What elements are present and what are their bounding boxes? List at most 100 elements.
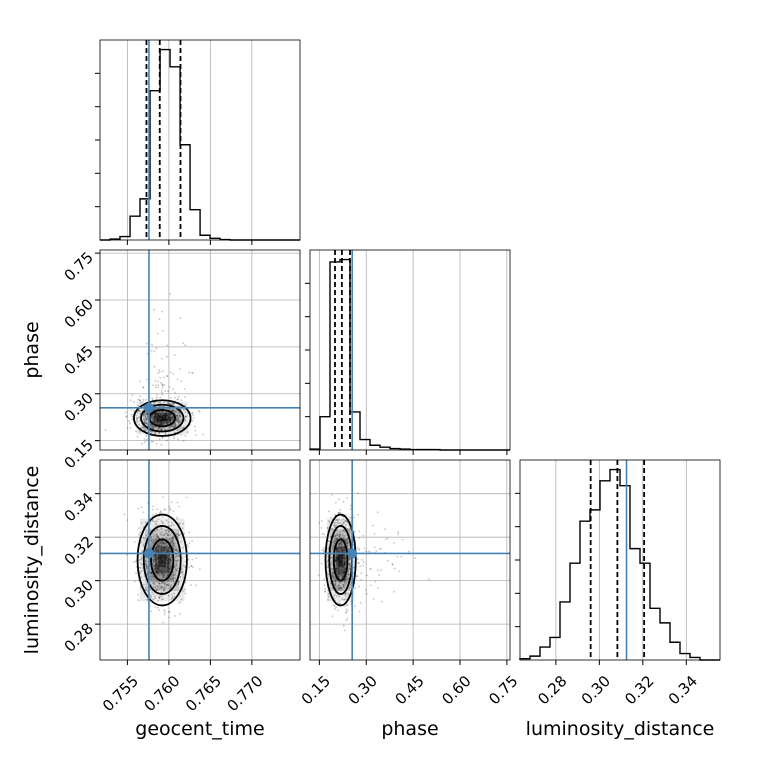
scatter-point [136,435,139,438]
scatter-point [175,570,177,572]
scatter-point [342,563,345,566]
scatter-point [180,399,183,402]
scatter-point [125,411,127,414]
scatter-point [337,543,340,546]
scatter-point [157,570,160,572]
scatter-point [374,580,377,583]
scatter-point [339,568,342,571]
scatter-point [159,541,162,544]
scatter-point [161,598,163,601]
scatter-point [144,412,147,414]
scatter-point [151,397,154,400]
scatter-point [154,554,157,557]
scatter-point [344,580,347,583]
scatter-point [188,371,190,374]
scatter-point [140,576,143,579]
scatter-point [149,594,152,596]
scatter-point [162,410,165,413]
truth-marker [143,548,154,559]
scatter-point [160,428,163,431]
scatter-point [161,561,163,564]
scatter-point [176,398,179,401]
scatter-point [156,566,159,569]
scatter-point [145,534,147,537]
scatter-point [335,524,338,527]
scatter-point [344,561,347,564]
scatter-point [162,574,165,577]
scatter-point [161,419,164,422]
panel-frame [99,249,301,451]
scatter-point [321,533,324,535]
scatter-point [157,413,160,416]
scatter-point [338,571,340,574]
scatter-point [339,560,341,563]
scatter-point [156,420,158,422]
scatter-point [165,420,168,423]
scatter-point [169,558,172,561]
scatter-point [142,426,145,429]
scatter-point [338,572,341,575]
scatter-point [338,595,341,598]
scatter-point [326,526,329,529]
scatter-point [192,372,194,374]
scatter-point [161,534,164,536]
scatter-point [353,531,356,533]
scatter-point [157,418,160,420]
scatter-point [173,544,176,547]
scatter-point [191,540,194,542]
scatter-point [157,372,159,375]
scatter-point [143,421,146,424]
scatter-point [160,423,163,425]
scatter-point [172,388,174,390]
scatter-point [331,493,334,496]
scatter-point [336,548,338,551]
scatter-point [156,528,159,531]
scatter-point [163,558,166,561]
scatter-point [343,564,346,567]
scatter-point [163,420,165,423]
y-tick-label-phase: 0.30 [61,389,97,425]
scatter-point [184,581,187,584]
scatter-point [166,421,168,424]
scatter-point [153,433,156,435]
truth-marker [143,402,154,413]
scatter-point [157,544,160,547]
scatter-point [153,416,155,418]
scatter-point [341,519,343,522]
scatter-point [340,560,343,563]
scatter-point [157,413,160,416]
scatter-point [145,429,148,432]
scatter-point [337,550,340,553]
scatter-point [346,544,349,546]
scatter-point [332,572,335,575]
scatter-point [156,412,159,415]
scatter-point [167,534,169,536]
scatter-point [345,559,347,561]
scatter-point [163,534,166,537]
scatter-point [332,576,334,579]
scatter-point [173,548,176,551]
scatter-point [178,411,180,414]
scatter-point [143,583,146,586]
scatter-point [362,534,365,537]
scatter-point [332,540,335,543]
scatter-point [341,523,343,526]
scatter-point [152,427,155,430]
scatter-point [158,582,161,585]
scatter-point [173,550,176,552]
scatter-point [137,398,139,401]
scatter-point [345,608,348,611]
scatter-point [343,557,345,560]
scatter-point [173,543,176,546]
scatter-point [332,595,335,598]
scatter-point [344,563,346,566]
scatter-point [341,576,343,578]
scatter-point [167,594,170,597]
scatter-point [153,555,155,558]
scatter-point [360,572,363,575]
scatter-point [152,535,155,538]
scatter-point [154,520,157,523]
scatter-point [123,513,126,516]
scatter-point [331,549,333,551]
scatter-point [178,423,180,425]
